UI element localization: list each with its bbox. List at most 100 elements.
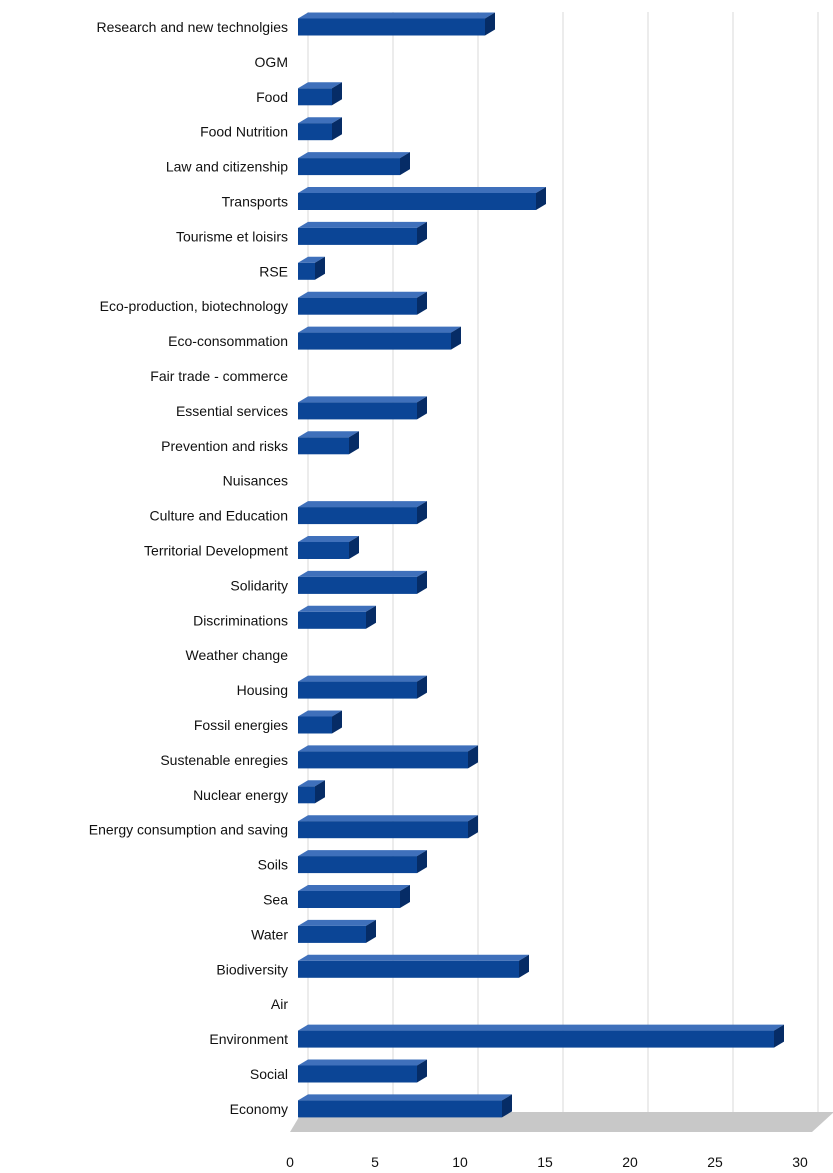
category-label: Territorial Development [144, 543, 288, 559]
bar-front-face [298, 262, 315, 280]
bar-front-face [298, 925, 366, 943]
bar-side-face [349, 431, 359, 455]
bar-front-face [298, 332, 451, 350]
bar [298, 221, 427, 245]
category-label: Soils [258, 857, 288, 873]
category-label: Water [251, 926, 288, 942]
category-label: Culture and Education [149, 508, 288, 524]
bar-side-face [400, 152, 410, 176]
category-label: Essential services [176, 403, 288, 419]
bar-front-face [298, 437, 349, 455]
x-tick-label: 15 [537, 1154, 553, 1170]
bar [298, 919, 376, 943]
bar-top-face [298, 1059, 427, 1066]
bar-front-face [298, 297, 417, 315]
bar-top-face [298, 291, 427, 298]
bar [298, 570, 427, 594]
category-label: Social [250, 1066, 288, 1082]
bar [298, 501, 427, 525]
category-label: Food [256, 89, 288, 105]
category-label: OGM [255, 54, 288, 70]
category-label: Weather change [186, 647, 289, 663]
bar-front-face [298, 193, 536, 210]
category-label: Discriminations [193, 612, 288, 628]
bar-side-face [349, 536, 359, 559]
bar-side-face [502, 1094, 512, 1118]
bar-top-face [298, 12, 495, 19]
bar [298, 187, 546, 210]
bar-side-face [332, 710, 342, 734]
bar-top-face [298, 431, 359, 438]
bar-front-face [298, 123, 332, 141]
bar-top-face [298, 1094, 512, 1101]
category-label: Tourisme et loisirs [176, 228, 288, 244]
x-tick-label: 10 [452, 1154, 468, 1170]
category-label: Nuclear energy [193, 787, 288, 803]
category-label: Biodiversity [216, 961, 288, 977]
bar-side-face [417, 1059, 427, 1083]
bar-front-face [298, 681, 417, 699]
category-label: Transports [222, 194, 288, 210]
category-label: Food Nutrition [200, 124, 288, 140]
bar-side-face [332, 117, 342, 141]
bar-side-face [366, 919, 376, 943]
x-tick-label: 25 [707, 1154, 723, 1170]
grid-lines [307, 12, 819, 1112]
bar-side-face [485, 12, 495, 36]
bar-top-face [298, 396, 427, 403]
bar [298, 605, 376, 629]
bar-side-face [315, 780, 325, 804]
bar-front-face [298, 542, 349, 559]
bar-top-face [298, 780, 325, 787]
bar-top-face [298, 1024, 784, 1031]
bar-side-face [774, 1024, 784, 1048]
bar-side-face [519, 954, 529, 978]
bars [298, 12, 784, 1118]
bar [298, 291, 427, 315]
bar-top-face [298, 954, 529, 961]
bar [298, 396, 427, 420]
bar-top-face [298, 221, 427, 228]
category-label: Environment [209, 1031, 288, 1047]
bar-front-face [298, 786, 315, 804]
bar-front-face [298, 507, 417, 525]
bar [298, 256, 325, 280]
x-axis-ticks: 0 5 10 15 20 25 30 [286, 1154, 808, 1170]
bar [298, 954, 529, 978]
bar [298, 152, 410, 176]
bar-top-face [298, 675, 427, 682]
bar [298, 815, 478, 839]
bar [298, 745, 478, 769]
category-label: Fossil energies [194, 717, 288, 733]
bar-front-face [298, 158, 400, 176]
bar [298, 1059, 427, 1083]
bar [298, 12, 495, 36]
bar-side-face [332, 82, 342, 106]
bar-top-face [298, 850, 427, 857]
bar-front-face [298, 1100, 502, 1118]
bar [298, 326, 461, 350]
category-label: Energy consumption and saving [89, 822, 288, 838]
category-label: Fair trade - commerce [150, 368, 288, 384]
category-label: Nuisances [223, 473, 288, 489]
bar-top-face [298, 745, 478, 752]
bar-front-face [298, 402, 417, 420]
bar [298, 1094, 512, 1118]
bar-side-face [417, 570, 427, 594]
bar-top-face [298, 326, 461, 333]
bar-side-face [417, 396, 427, 420]
bar-side-face [417, 291, 427, 315]
bar-top-face [298, 501, 427, 508]
bar-front-face [298, 960, 519, 978]
bar-top-face [298, 82, 342, 89]
bar-front-face [298, 751, 468, 769]
bar [298, 82, 342, 106]
bar-front-face [298, 891, 400, 908]
category-labels: Research and new technolgies OGM Food Food … [89, 19, 289, 1117]
bar-front-face [298, 821, 468, 839]
bar-top-face [298, 919, 376, 926]
category-label: Sea [263, 892, 288, 908]
bar-front-face [298, 856, 417, 874]
bar-top-face [298, 885, 410, 891]
